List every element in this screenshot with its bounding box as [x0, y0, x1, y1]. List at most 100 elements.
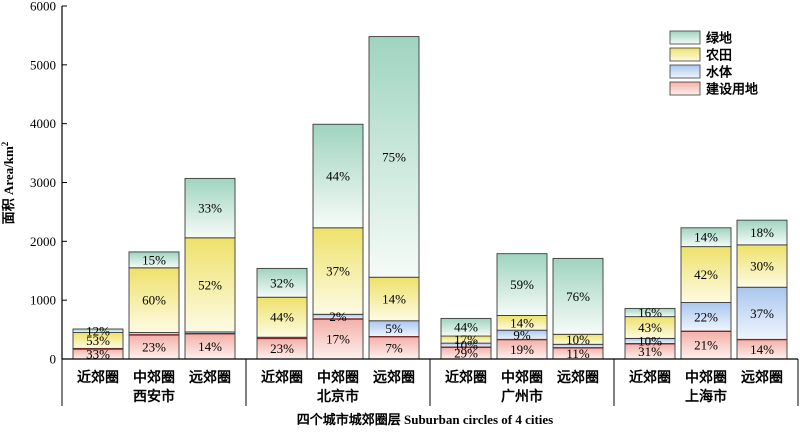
legend-swatch: [669, 47, 701, 62]
bar-segment: [680, 302, 732, 332]
bar-segment: [368, 276, 420, 322]
y-tick-label: 5000: [30, 57, 56, 72]
segment-percent-label: 30%: [750, 259, 774, 274]
category-label: 远郊圈: [741, 369, 783, 386]
segment-percent-label: 14%: [198, 339, 222, 354]
segment-percent-label: 14%: [750, 342, 774, 357]
segment-percent-label: 16%: [638, 305, 662, 320]
y-tick-label: 1000: [30, 293, 56, 308]
segment-percent-label: 60%: [142, 293, 166, 308]
legend-swatch: [669, 64, 701, 79]
segment-percent-label: 14%: [510, 315, 534, 330]
category-label: 近郊圈: [261, 369, 303, 386]
y-axis-label: 面积 Area/km2: [0, 141, 16, 224]
bar-segment: [128, 251, 180, 269]
legend-label: 绿地: [706, 31, 732, 46]
bar-segment: [736, 244, 788, 288]
segment-percent-label: 29%: [454, 346, 478, 361]
category-label: 远郊圈: [189, 369, 231, 386]
segment-percent-label: 18%: [750, 225, 774, 240]
category-label: 远郊圈: [373, 369, 415, 386]
bar-segment: [736, 219, 788, 246]
legend-label: 水体: [706, 65, 733, 80]
segment-percent-label: 10%: [454, 338, 478, 353]
bar-segment: [72, 328, 124, 333]
y-axis-label-text: 面积 Area/km: [1, 146, 16, 224]
legend-swatch: [669, 81, 701, 96]
segment-percent-label: 53%: [86, 333, 110, 348]
segment-percent-label: 14%: [694, 230, 718, 245]
city-label: 广州市: [501, 388, 543, 405]
category-label: 中郊圈: [133, 369, 175, 386]
segment-percent-label: 15%: [142, 252, 166, 267]
bar-segment: [552, 257, 604, 335]
category-label: 近郊圈: [629, 369, 671, 386]
y-tick-label: 6000: [30, 0, 56, 14]
segment-percent-label: 33%: [86, 346, 110, 361]
segment-percent-label: 42%: [694, 267, 718, 282]
segment-percent-label: 17%: [454, 332, 478, 347]
city-label: 西安市: [133, 388, 175, 405]
segment-percent-label: 17%: [326, 331, 350, 346]
segment-percent-label: 44%: [270, 310, 294, 325]
city-label: 上海市: [685, 388, 727, 405]
bar-segment: [312, 227, 364, 315]
bar-segment: [184, 177, 236, 239]
segment-percent-label: 23%: [142, 339, 166, 354]
segment-percent-label: 75%: [382, 149, 406, 164]
segment-percent-label: 32%: [270, 275, 294, 290]
y-tick-label: 4000: [30, 116, 56, 131]
bar-segment: [624, 307, 676, 318]
segment-percent-label: 23%: [270, 341, 294, 356]
category-label: 远郊圈: [557, 369, 599, 386]
segment-percent-label: 2%: [329, 309, 347, 324]
city-label: 北京市: [317, 388, 359, 405]
bar-segment: [256, 296, 308, 338]
bar-segment: [368, 36, 420, 278]
bar-segment: [128, 267, 180, 333]
segment-percent-label: 14%: [382, 291, 406, 306]
segment-percent-label: 44%: [454, 320, 478, 335]
category-label: 中郊圈: [685, 369, 727, 386]
segment-percent-label: 10%: [566, 332, 590, 347]
segment-percent-label: 11%: [566, 346, 590, 361]
segment-percent-label: 59%: [510, 277, 534, 292]
segment-percent-label: 31%: [638, 344, 662, 359]
legend-swatch: [669, 30, 701, 45]
bar-segment: [256, 267, 308, 298]
bar-segment: [440, 317, 492, 337]
segment-percent-label: 12%: [86, 323, 110, 338]
segment-percent-label: 44%: [326, 169, 350, 184]
bar-segment: [184, 333, 236, 360]
y-tick-label: 2000: [30, 234, 56, 249]
segment-percent-label: 9%: [513, 327, 531, 342]
bar-segment: [680, 246, 732, 303]
category-label: 近郊圈: [77, 369, 119, 386]
segment-percent-label: 22%: [694, 309, 718, 324]
legend-label: 建设用地: [706, 82, 758, 97]
category-label: 中郊圈: [501, 369, 543, 386]
segment-percent-label: 43%: [638, 320, 662, 335]
y-axis-label-superscript: 2: [0, 141, 10, 146]
segment-percent-label: 76%: [566, 289, 590, 304]
category-label: 中郊圈: [317, 369, 359, 386]
segment-percent-label: 5%: [385, 321, 403, 336]
bar-segment: [312, 123, 364, 229]
segment-percent-label: 37%: [326, 264, 350, 279]
segment-percent-label: 37%: [750, 306, 774, 321]
segment-percent-label: 21%: [694, 338, 718, 353]
segment-percent-label: 7%: [385, 340, 403, 355]
legend-label: 农田: [705, 48, 732, 63]
y-tick-label: 3000: [30, 175, 56, 190]
segment-percent-label: 19%: [510, 342, 534, 357]
category-label: 近郊圈: [445, 369, 487, 386]
segment-percent-label: 33%: [198, 201, 222, 216]
y-tick-label: 0: [50, 352, 57, 367]
bar-segment: [184, 237, 236, 333]
bar-segment: [496, 253, 548, 316]
segment-percent-label: 10%: [638, 334, 662, 349]
segment-percent-label: 52%: [198, 277, 222, 292]
bar-segment: [680, 227, 732, 248]
